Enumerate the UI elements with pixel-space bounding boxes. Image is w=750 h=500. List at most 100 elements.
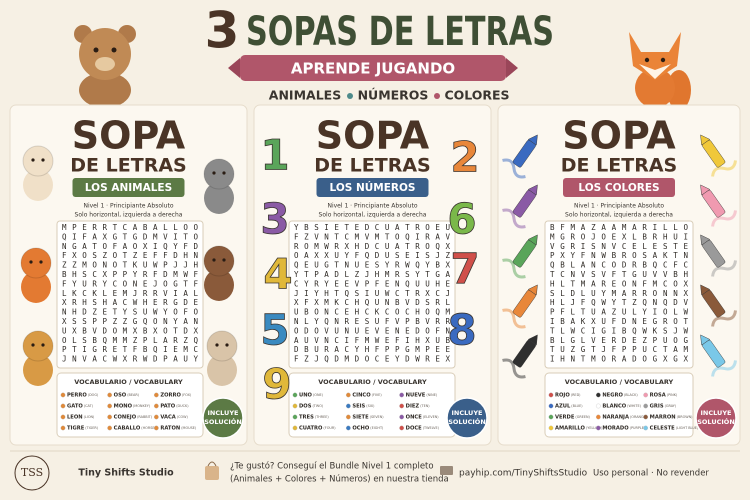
vocab-word: TIGRE [67, 426, 85, 432]
vocab-translation: (TIGER) [85, 426, 99, 430]
head [629, 32, 681, 80]
vocab-word: CINCO [352, 393, 371, 399]
scribble [711, 210, 737, 227]
promo-text: ¿Te gustó? Conseguí el Bundle Nivel 1 co… [230, 461, 434, 472]
number-illustration: 8 [447, 306, 476, 355]
vocab-word: UNO [299, 393, 313, 399]
eye [41, 343, 45, 347]
vocab-word: MARRON [650, 415, 676, 421]
eye [31, 343, 35, 347]
bear-illustration [74, 25, 136, 108]
big-number: 3 [205, 2, 240, 60]
body [204, 182, 234, 214]
vocab-bullet [643, 414, 649, 420]
vocab-bullet [153, 414, 159, 420]
theme-label: LOS NÚMEROS [330, 181, 416, 194]
eye [111, 47, 117, 53]
crayon-tip [527, 334, 538, 346]
vocab-word: NEGRO [602, 393, 623, 399]
vocab-translation: (ELEVEN) [423, 415, 439, 419]
vocab-word: CUATRO [299, 426, 323, 432]
vocab-bullet [292, 392, 298, 398]
vocab-translation: (BLUE) [571, 404, 583, 408]
crayon-illustration [502, 134, 538, 179]
scribble [711, 260, 737, 277]
vocab-bullet [399, 414, 405, 420]
body [23, 354, 53, 386]
crayon-tip [527, 184, 538, 196]
vocab-bullet [548, 414, 554, 420]
vocab-word: LEON [67, 415, 83, 421]
card-subtitle: DE LETRAS [561, 155, 677, 177]
vocab-translation: (BROWN) [677, 415, 694, 419]
rule-text: Solo horizontal, izquierda a derecha [319, 212, 427, 219]
eye [215, 343, 219, 347]
promo-text: (Animales + Colores + Números) en nuestr… [230, 475, 449, 485]
face [639, 64, 671, 79]
vocab-bullet [595, 392, 601, 398]
animal-illustration [206, 330, 238, 386]
vocab-bullet [60, 392, 66, 398]
scribble [502, 208, 526, 229]
vocab-bullet [548, 392, 554, 398]
card-subtitle: DE LETRAS [70, 155, 186, 177]
scribble [502, 358, 526, 379]
vocab-bullet [643, 392, 649, 398]
body [204, 269, 234, 301]
vocab-bullet [60, 414, 66, 420]
vocab-bullet [345, 414, 351, 420]
badge-text: SOLUCIÓN [697, 417, 735, 426]
crayon-illustration [502, 284, 538, 329]
vocab-translation: (RED) [571, 393, 581, 397]
eye [644, 57, 650, 63]
eye [225, 343, 229, 347]
animal-illustration [22, 145, 54, 201]
vocab-translation: (EIGHT) [370, 426, 384, 430]
vocab-bullet [643, 403, 649, 409]
vocab-translation: (SEVEN) [370, 415, 385, 419]
badge-text: INCLUYE [452, 409, 483, 417]
vocab-translation: (BLACK) [624, 393, 638, 397]
main-title: SOPAS DE LETRAS [246, 9, 554, 55]
vocab-translation: (ONE) [313, 393, 324, 397]
vocab-bullet [107, 425, 113, 431]
body [21, 271, 51, 303]
vocab-bullet [399, 392, 405, 398]
vocab-word: PATO [160, 404, 175, 410]
badge-text: SOLUCIÓN [204, 417, 242, 426]
grid-box [288, 220, 456, 369]
card-subtitle: DE LETRAS [314, 155, 430, 177]
vocab-translation: (SIX) [366, 404, 375, 408]
number-illustration: 5 [260, 306, 289, 355]
eye [212, 258, 216, 262]
vocab-translation: (COW) [177, 415, 189, 419]
vocab-bullet [595, 425, 601, 431]
vocab-word: ROJO [555, 393, 570, 399]
scribble [711, 360, 737, 377]
vocab-word: CELESTE [650, 426, 675, 432]
badge-text: INCLUYE [701, 409, 732, 417]
body [635, 68, 675, 108]
vocab-bullet [107, 392, 113, 398]
vocab-word: VERDE [555, 415, 575, 421]
number-illustration: 6 [447, 195, 476, 244]
vocab-bullet [292, 414, 298, 420]
vocab-word: BLANCO [602, 404, 626, 410]
eye [31, 158, 35, 162]
vocab-translation: (PURPLE) [630, 426, 646, 430]
vocab-word: AMARILLO [555, 426, 586, 432]
vocab-translation: (CAT) [84, 404, 94, 408]
crayon-illustration [502, 184, 538, 229]
vocab-translation: (MOUSE) [181, 426, 197, 430]
number-illustration: 1 [260, 131, 289, 180]
eye [660, 57, 666, 63]
vocab-word: PERRO [67, 393, 87, 399]
vocab-word: OCHO [352, 426, 370, 432]
scribble [502, 158, 526, 179]
vocab-translation: (BEAR) [127, 393, 139, 397]
vocab-bullet [345, 403, 351, 409]
crayon-illustration [700, 184, 737, 227]
